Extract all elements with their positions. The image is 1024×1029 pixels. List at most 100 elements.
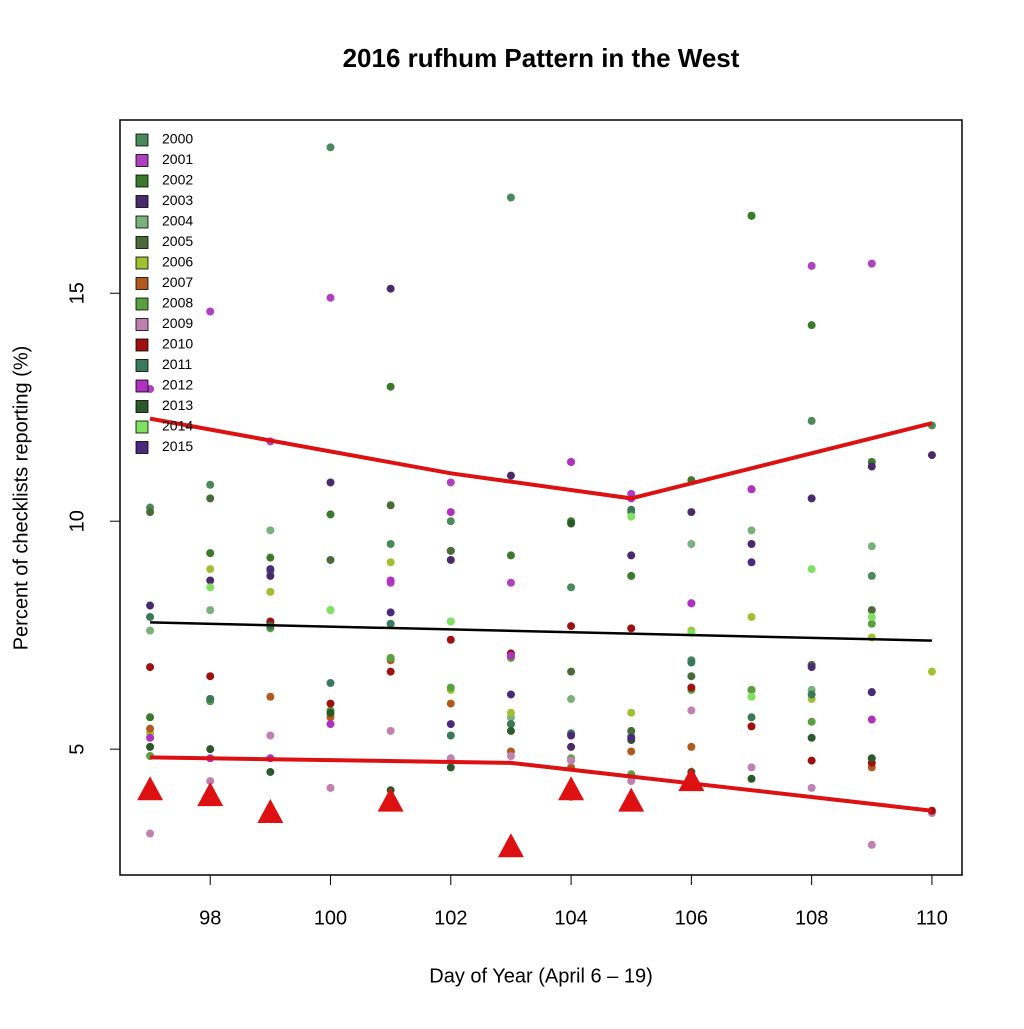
point [326, 293, 335, 302]
point [627, 777, 636, 786]
current-year-marker [497, 833, 524, 858]
legend-label: 2013 [162, 397, 193, 413]
current-year-marker [257, 798, 284, 823]
point [807, 756, 816, 765]
legend-label: 2008 [162, 295, 193, 311]
legend-label: 2015 [162, 438, 193, 454]
point [506, 193, 515, 202]
point [687, 599, 696, 608]
point [326, 679, 335, 688]
legend-swatch [135, 338, 149, 352]
legend-swatch [135, 277, 149, 290]
point [867, 462, 876, 471]
x-tick-label: 102 [434, 907, 467, 929]
point [807, 690, 816, 699]
point [927, 667, 936, 676]
current-year-marker [678, 767, 705, 792]
current-year-marker [618, 787, 645, 812]
point [386, 501, 395, 510]
point [807, 733, 816, 742]
point [446, 555, 455, 564]
current-year-marker [197, 782, 224, 807]
point [807, 494, 816, 503]
point [807, 663, 816, 672]
point [386, 667, 395, 676]
point [326, 606, 335, 615]
plot-frame [119, 119, 963, 876]
point [747, 211, 756, 220]
point [146, 724, 155, 733]
point [446, 720, 455, 729]
point [146, 626, 155, 635]
point [206, 777, 215, 786]
current-year-marker [137, 776, 164, 801]
legend-label: 2014 [162, 418, 193, 434]
legend-label: 2007 [162, 274, 193, 290]
x-tick-label: 100 [314, 907, 347, 929]
point [326, 699, 335, 708]
point [867, 619, 876, 628]
point [206, 606, 215, 615]
point [206, 565, 215, 574]
point [807, 321, 816, 330]
point [266, 565, 275, 574]
point [386, 608, 395, 617]
point [687, 672, 696, 681]
point [747, 774, 756, 783]
trend-line [150, 621, 932, 642]
point [567, 583, 576, 592]
point [386, 653, 395, 662]
point [506, 651, 515, 660]
legend-swatch [135, 174, 149, 188]
point [386, 576, 395, 585]
point [446, 478, 455, 487]
point [146, 733, 155, 742]
point [867, 688, 876, 697]
point [687, 683, 696, 692]
point [266, 526, 275, 535]
point [266, 731, 275, 740]
point [326, 510, 335, 519]
point [446, 683, 455, 692]
trend-line [150, 755, 933, 813]
y-tick-label: 15 [66, 282, 88, 304]
point [747, 485, 756, 494]
point [567, 457, 576, 466]
point [266, 587, 275, 596]
legend-label: 2006 [162, 254, 193, 270]
point [867, 542, 876, 551]
legend-swatch [135, 318, 149, 331]
point [206, 583, 215, 592]
point [747, 722, 756, 731]
point [747, 713, 756, 722]
point [446, 517, 455, 526]
point [627, 505, 636, 514]
point [747, 685, 756, 694]
point [206, 576, 215, 585]
point [146, 601, 155, 610]
point [446, 635, 455, 644]
point [326, 783, 335, 792]
point [747, 558, 756, 567]
point [627, 733, 636, 742]
point [206, 745, 215, 754]
legend-swatch [135, 236, 149, 249]
point [747, 692, 756, 701]
point [386, 726, 395, 735]
legend-label: 2004 [162, 213, 193, 229]
point [627, 512, 636, 521]
legend-swatch [135, 154, 149, 167]
point [867, 840, 876, 849]
current-year-marker [558, 776, 585, 801]
point [747, 763, 756, 772]
point [747, 526, 756, 535]
legend-swatch [135, 359, 149, 372]
point [386, 619, 395, 628]
point [867, 754, 876, 763]
x-tick-label: 106 [675, 907, 708, 929]
point [146, 829, 155, 838]
point [627, 708, 636, 717]
point [687, 742, 696, 751]
point [927, 451, 936, 460]
